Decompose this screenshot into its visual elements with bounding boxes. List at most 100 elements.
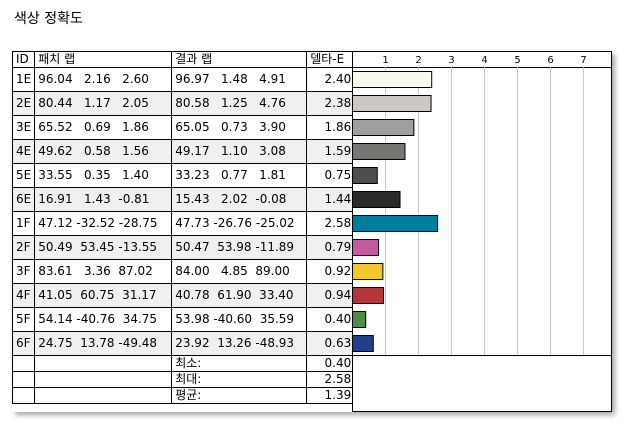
table-row: 3E 65.52 0.69 1.86 65.05 0.73 3.90 1.86 bbox=[11, 115, 356, 140]
row-result-lab: 15.43 2.02 -0.08 bbox=[171, 187, 308, 212]
x-tick-label: 5 bbox=[514, 55, 520, 66]
row-patch-lab: 54.14 -40.76 34.75 bbox=[34, 307, 173, 332]
bar-3f bbox=[352, 263, 384, 280]
bar-4e bbox=[352, 143, 406, 160]
x-tick-label: 7 bbox=[580, 55, 586, 66]
row-id: 6E bbox=[11, 187, 36, 212]
x-tick-label: 1 bbox=[382, 55, 388, 66]
row-delta-e: 0.75 bbox=[306, 163, 356, 188]
table-header-row: ID 패치 랩 결과 랩 델타-E bbox=[11, 51, 356, 68]
summary-row: 최대: 2.58 bbox=[11, 371, 356, 388]
row-patch-lab: 33.55 0.35 1.40 bbox=[34, 163, 173, 188]
table-row: 3F 83.61 3.36 87.02 84.00 4.85 89.00 0.92 bbox=[11, 259, 356, 284]
table-row: 1E 96.04 2.16 2.60 96.97 1.48 4.91 2.40 bbox=[11, 67, 356, 92]
bar-4f bbox=[352, 287, 385, 304]
table-row: 6E 16.91 1.43 -0.81 15.43 2.02 -0.08 1.44 bbox=[11, 187, 356, 212]
row-delta-e: 1.44 bbox=[306, 187, 356, 212]
row-id: 2F bbox=[11, 235, 36, 260]
row-patch-lab: 80.44 1.17 2.05 bbox=[34, 91, 173, 116]
row-result-lab: 49.17 1.10 3.08 bbox=[171, 139, 308, 164]
row-result-lab: 84.00 4.85 89.00 bbox=[171, 259, 308, 284]
bar-5f bbox=[352, 311, 367, 328]
row-delta-e: 0.94 bbox=[306, 283, 356, 308]
x-tick-label: 3 bbox=[448, 55, 454, 66]
row-delta-e: 2.38 bbox=[306, 91, 356, 116]
table-row: 1F 47.12 -32.52 -28.75 47.73 -26.76 -25.02… bbox=[11, 211, 356, 236]
summary-empty bbox=[34, 355, 173, 372]
row-id: 6F bbox=[11, 331, 36, 356]
page-title: 색상 정확도 bbox=[14, 11, 83, 27]
color-accuracy-table: ID 패치 랩 결과 랩 델타-E 1E 96.04 2.16 2.60 96.97… bbox=[11, 51, 356, 404]
table-row: 4F 41.05 60.75 31.17 40.78 61.90 33.40 0.94 bbox=[11, 283, 356, 308]
row-delta-e: 0.79 bbox=[306, 235, 356, 260]
summary-empty bbox=[11, 355, 36, 372]
row-id: 3E bbox=[11, 115, 36, 140]
summary-label: 최대: bbox=[171, 371, 308, 388]
row-patch-lab: 50.49 53.45 -13.55 bbox=[34, 235, 173, 260]
delta-e-bar-chart: 1 2 3 4 5 6 7 bbox=[352, 51, 612, 412]
row-patch-lab: 16.91 1.43 -0.81 bbox=[34, 187, 173, 212]
row-id: 4E bbox=[11, 139, 36, 164]
table-row: 5F 54.14 -40.76 34.75 53.98 -40.60 35.59 0.… bbox=[11, 307, 356, 332]
summary-label: 평균: bbox=[171, 387, 308, 404]
row-id: 5E bbox=[11, 163, 36, 188]
row-id: 4F bbox=[11, 283, 36, 308]
x-tick-label: 4 bbox=[481, 55, 487, 66]
bar-3e bbox=[352, 119, 415, 136]
row-result-lab: 23.92 13.26 -48.93 bbox=[171, 331, 308, 356]
row-result-lab: 53.98 -40.60 35.59 bbox=[171, 307, 308, 332]
x-tick-label: 2 bbox=[415, 55, 421, 66]
row-result-lab: 40.78 61.90 33.40 bbox=[171, 283, 308, 308]
row-patch-lab: 96.04 2.16 2.60 bbox=[34, 67, 173, 92]
table-row: 4E 49.62 0.58 1.56 49.17 1.10 3.08 1.59 bbox=[11, 139, 356, 164]
row-delta-e: 2.40 bbox=[306, 67, 356, 92]
x-tick-label: 6 bbox=[547, 55, 553, 66]
summary-value: 1.39 bbox=[306, 387, 356, 404]
bar-1f bbox=[352, 215, 439, 232]
row-id: 2E bbox=[11, 91, 36, 116]
row-result-lab: 96.97 1.48 4.91 bbox=[171, 67, 308, 92]
row-patch-lab: 83.61 3.36 87.02 bbox=[34, 259, 173, 284]
table-row: 6F 24.75 13.78 -49.48 23.92 13.26 -48.93 0.… bbox=[11, 331, 356, 356]
bar-5e bbox=[352, 167, 378, 184]
header-result-lab: 결과 랩 bbox=[171, 51, 308, 68]
row-patch-lab: 65.52 0.69 1.86 bbox=[34, 115, 173, 140]
summary-label: 최소: bbox=[171, 355, 308, 372]
summary-row: 최소: 0.40 bbox=[11, 355, 356, 372]
row-id: 1F bbox=[11, 211, 36, 236]
summary-row: 평균: 1.39 bbox=[11, 387, 356, 404]
bar-6f bbox=[352, 335, 374, 352]
header-delta-e: 델타-E bbox=[306, 51, 356, 68]
row-result-lab: 65.05 0.73 3.90 bbox=[171, 115, 308, 140]
table-row: 2F 50.49 53.45 -13.55 50.47 53.98 -11.89 0.… bbox=[11, 235, 356, 260]
row-delta-e: 0.40 bbox=[306, 307, 356, 332]
bar-6e bbox=[352, 191, 401, 208]
summary-value: 2.58 bbox=[306, 371, 356, 388]
row-result-lab: 33.23 0.77 1.81 bbox=[171, 163, 308, 188]
table-row: 2E 80.44 1.17 2.05 80.58 1.25 4.76 2.38 bbox=[11, 91, 356, 116]
bar-1e bbox=[352, 71, 433, 88]
row-patch-lab: 24.75 13.78 -49.48 bbox=[34, 331, 173, 356]
summary-empty bbox=[11, 371, 36, 388]
summary-empty bbox=[34, 387, 173, 404]
row-delta-e: 1.59 bbox=[306, 139, 356, 164]
summary-value: 0.40 bbox=[306, 355, 356, 372]
row-id: 5F bbox=[11, 307, 36, 332]
row-id: 1E bbox=[11, 67, 36, 92]
row-result-lab: 50.47 53.98 -11.89 bbox=[171, 235, 308, 260]
color-accuracy-panel: ID 패치 랩 결과 랩 델타-E 1E 96.04 2.16 2.60 96.97… bbox=[11, 51, 612, 412]
row-patch-lab: 49.62 0.58 1.56 bbox=[34, 139, 173, 164]
header-patch-lab: 패치 랩 bbox=[34, 51, 173, 68]
row-delta-e: 0.63 bbox=[306, 331, 356, 356]
bar-2f bbox=[352, 239, 380, 256]
row-patch-lab: 41.05 60.75 31.17 bbox=[34, 283, 173, 308]
row-id: 3F bbox=[11, 259, 36, 284]
summary-empty bbox=[11, 387, 36, 404]
row-delta-e: 2.58 bbox=[306, 211, 356, 236]
summary-empty bbox=[34, 371, 173, 388]
table-row: 5E 33.55 0.35 1.40 33.23 0.77 1.81 0.75 bbox=[11, 163, 356, 188]
row-delta-e: 0.92 bbox=[306, 259, 356, 284]
row-patch-lab: 47.12 -32.52 -28.75 bbox=[34, 211, 173, 236]
header-id: ID bbox=[11, 51, 36, 68]
bar-2e bbox=[352, 95, 432, 112]
